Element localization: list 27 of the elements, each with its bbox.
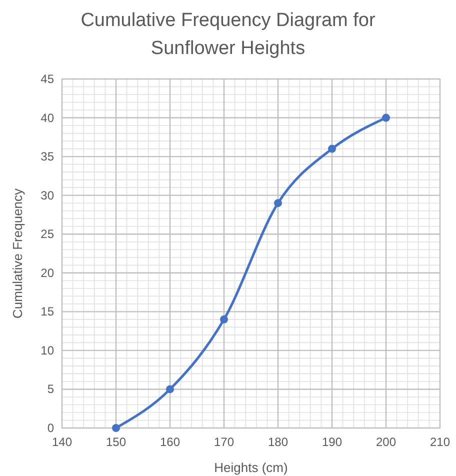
x-tick-label: 150 [106,435,126,449]
y-tick-label: 20 [40,266,54,280]
x-tick-label: 170 [214,435,234,449]
y-tick-label: 30 [40,188,54,202]
y-tick-label: 15 [40,304,54,319]
y-tick-label: 35 [40,150,54,164]
x-tick-label: 140 [52,435,72,449]
y-tick-label: 10 [40,343,54,358]
x-tick-label: 160 [160,435,180,449]
point [328,144,336,153]
point [274,199,282,208]
x-axis-title: Heights (cm) [214,460,288,475]
point [382,114,390,122]
x-tick-label: 180 [268,435,288,449]
y-tick-label: 45 [40,72,54,86]
point [166,385,174,394]
x-tick-label: 190 [322,435,342,449]
point [112,424,120,432]
y-tick-label: 40 [40,110,54,125]
y-tick-label: 5 [47,382,54,396]
y-tick-label: 25 [40,227,54,242]
chart-title: Cumulative Frequency Diagram for Sunflower Heights [80,10,376,59]
y-axis-title: Cumulative Frequency [10,188,25,319]
y-tick-label: 0 [47,421,54,435]
x-tick-label: 200 [376,435,396,449]
point [220,315,228,324]
x-tick-label: 210 [430,435,450,449]
